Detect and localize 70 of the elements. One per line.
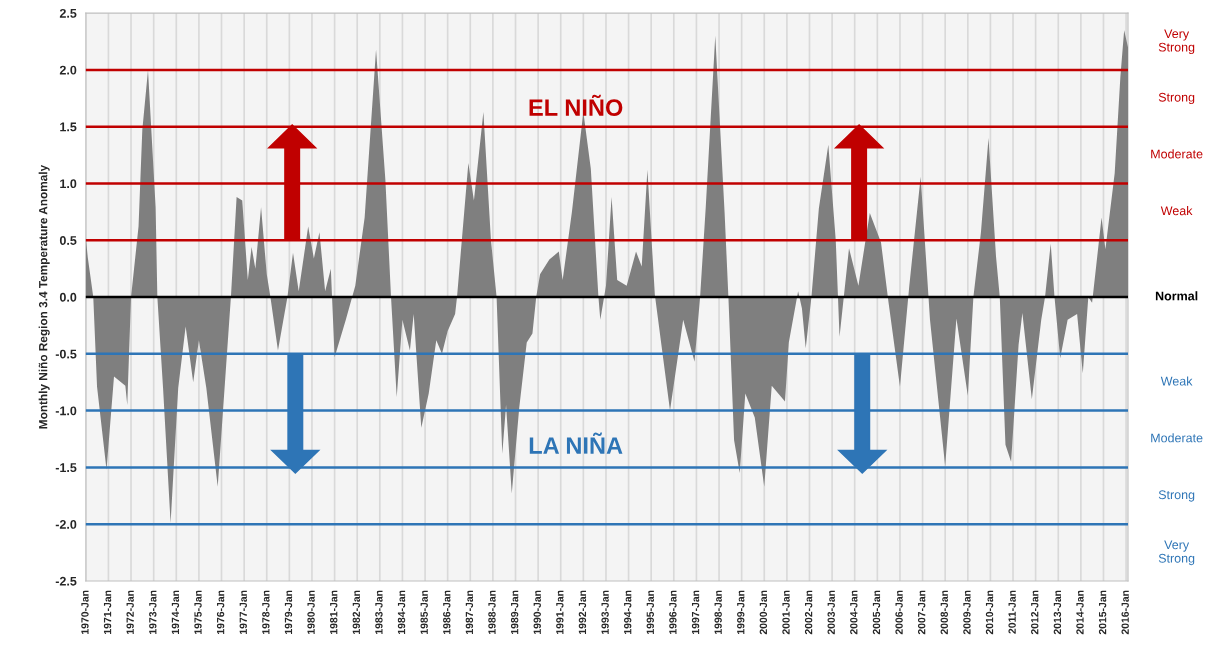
x-tick-label: 1970-Jan xyxy=(81,590,89,634)
y-axis-title: Monthly Niño Region 3.4 Temperature Anomaly xyxy=(38,164,50,429)
y-tick-label: 2.0 xyxy=(59,65,77,75)
x-tick-label: 1991-Jan xyxy=(556,590,564,634)
x-tick-label: 1976-Jan xyxy=(216,590,225,634)
x-tick-label: 1999-Jan xyxy=(737,590,745,634)
x-tick-label: 1992-Jan xyxy=(578,590,587,634)
x-tick-label: 2016-Jan xyxy=(1121,590,1129,635)
x-tick-label: 1979-Jan xyxy=(284,590,293,634)
x-tick-label: 2005-Jan xyxy=(872,590,881,635)
x-tick-label: 1996-Jan xyxy=(669,590,677,634)
x-tick-label: 2014-Jan xyxy=(1076,590,1084,635)
x-tick-label: 1983-Jan xyxy=(375,590,383,634)
x-tick-label: 1997-Jan xyxy=(691,590,700,634)
x-tick-label: 2001-Jan xyxy=(782,590,790,635)
text: Weak xyxy=(1160,376,1193,386)
x-tick-label: 1989-Jan xyxy=(510,590,519,634)
y-tick-label: -0.5 xyxy=(55,349,77,359)
text: Very Strong xyxy=(1158,29,1195,55)
x-tick-label: 1988-Jan xyxy=(488,590,496,634)
x-tick-label: 2013-Jan xyxy=(1053,590,1062,635)
x-tick-label: 1993-Jan xyxy=(601,590,609,634)
x-tick-label: 1985-Jan xyxy=(420,590,428,634)
x-tick-label: 1994-Jan xyxy=(624,590,632,634)
x-tick-label: 2010-Jan xyxy=(985,590,994,635)
y-tick-label: 2.5 xyxy=(59,8,77,18)
x-tick-label: 1990-Jan xyxy=(533,590,541,634)
annotation: LA NIÑA xyxy=(529,432,623,454)
y-tick-label: 0.0 xyxy=(59,292,77,302)
text: Moderate xyxy=(1151,433,1203,443)
y-tick-label: -2.5 xyxy=(55,576,77,586)
x-tick-label: 1977-Jan xyxy=(239,590,247,634)
x-tick-label: 1980-Jan xyxy=(307,590,315,634)
annotation: EL NIÑO xyxy=(529,94,623,116)
y-tick-label: 1.0 xyxy=(60,179,77,189)
text: Very Strong xyxy=(1158,540,1195,566)
x-tick-label: 2007-Jan xyxy=(917,590,926,635)
x-tick-label: 1972-Jan xyxy=(126,590,134,634)
y-tick-label: 1.5 xyxy=(60,122,77,132)
x-tick-label: 1984-Jan xyxy=(397,590,406,634)
x-tick-label: 1982-Jan xyxy=(352,590,361,634)
x-tick-label: 2015-Jan xyxy=(1098,590,1107,635)
x-tick-label: 2008-Jan xyxy=(940,590,948,635)
x-tick-label: 1973-Jan xyxy=(149,590,157,634)
x-tick-label: 1978-Jan xyxy=(262,590,270,634)
x-tick-label: 1975-Jan xyxy=(194,590,202,634)
y-tick-label: -2.0 xyxy=(55,520,77,529)
x-tick-label: 2003-Jan xyxy=(827,590,835,635)
text: Strong xyxy=(1158,92,1195,105)
x-tick-label: 2000-Jan xyxy=(759,590,768,635)
y-tick-label: -1.5 xyxy=(55,463,77,473)
text: Strong xyxy=(1158,490,1195,502)
x-tick-label: 1998-Jan xyxy=(714,590,722,634)
text: Moderate xyxy=(1151,149,1203,159)
x-tick-label: 2009-Jan xyxy=(963,590,971,635)
x-tick-label: 1986-Jan xyxy=(443,590,451,634)
x-tick-label: 1987-Jan xyxy=(465,590,474,634)
ref-line-label: Normal xyxy=(1155,291,1198,301)
x-tick-label: 1981-Jan xyxy=(330,590,338,634)
x-tick-label: 2004-Jan xyxy=(850,590,858,635)
x-tick-label: 1971-Jan xyxy=(103,590,112,634)
x-tick-label: 1995-Jan xyxy=(646,590,654,634)
y-tick-label: 0.5 xyxy=(59,236,77,245)
x-tick-label: 2002-Jan xyxy=(804,590,813,635)
x-tick-label: 2011-Jan xyxy=(1008,590,1016,634)
x-tick-label: 2012-Jan xyxy=(1031,590,1039,635)
x-tick-label: 2006-Jan xyxy=(895,590,903,635)
x-tick-label: 1974-Jan xyxy=(171,590,180,634)
y-tick-label: -1.0 xyxy=(55,406,77,416)
text: Weak xyxy=(1160,206,1193,216)
